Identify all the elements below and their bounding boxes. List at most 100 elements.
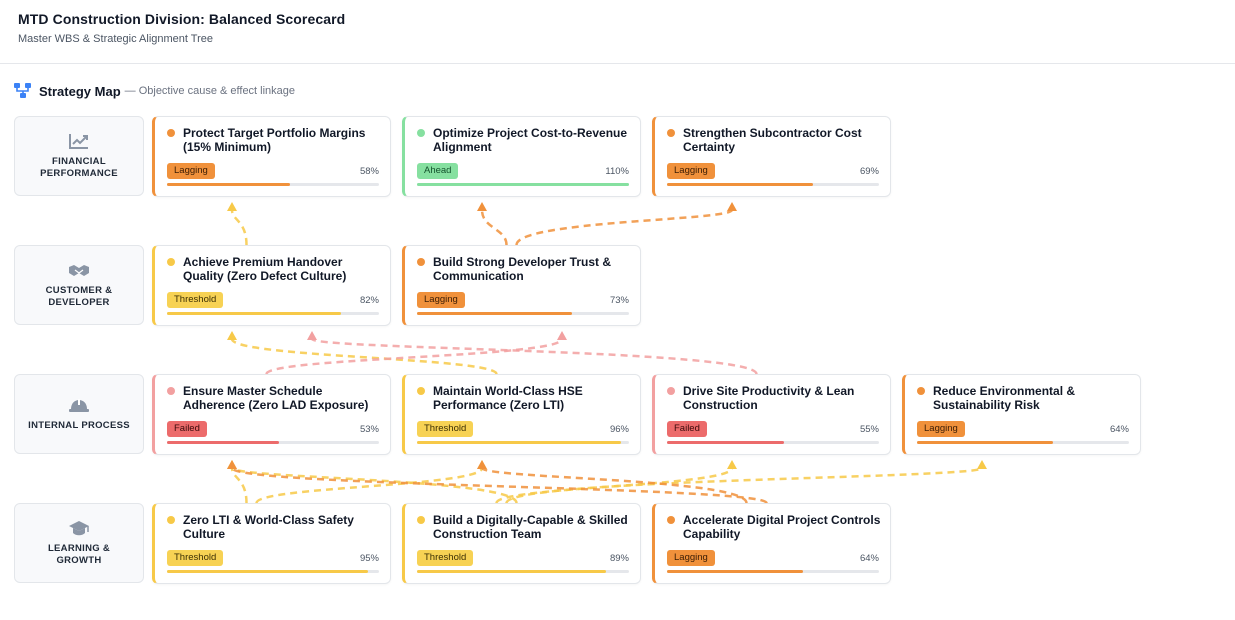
progress-percent: 64%	[859, 553, 879, 564]
status-dot	[167, 516, 175, 524]
progress-fill	[667, 441, 784, 444]
status-badge: Failed	[167, 421, 207, 437]
progress-fill	[667, 570, 803, 573]
objective-card[interactable]: Achieve Premium Handover Quality (Zero D…	[152, 245, 391, 326]
link-path	[255, 467, 484, 505]
progress-fill	[917, 441, 1053, 444]
objective-title: Accelerate Digital Project Controls Capa…	[683, 513, 881, 541]
link-path	[230, 466, 518, 504]
link-path	[515, 208, 734, 246]
hard-hat-icon	[69, 399, 89, 412]
objective-card[interactable]: Optimize Project Cost-to-Revenue Alignme…	[402, 116, 641, 197]
progress-track	[667, 441, 879, 444]
objective-title: Achieve Premium Handover Quality (Zero D…	[183, 255, 347, 283]
status-badge: Threshold	[167, 550, 224, 566]
objective-card[interactable]: Build a Digitally-Capable & Skilled Cons…	[402, 503, 641, 584]
objective-card[interactable]: Zero LTI & World-Class Safety Culture Th…	[152, 503, 391, 584]
status-badge: Threshold	[417, 421, 474, 437]
link-path	[230, 337, 498, 376]
status-dot	[167, 129, 175, 137]
status-badge: Ahead	[417, 163, 459, 179]
objective-title: Drive Site Productivity & Lean Construct…	[683, 384, 855, 412]
row-label-financial: FINANCIAL PERFORMANCE	[14, 116, 144, 196]
objective-card[interactable]: Reduce Environmental & Sustainability Ri…	[902, 374, 1141, 455]
handshake-icon	[69, 265, 89, 276]
progress-percent: 82%	[359, 295, 379, 306]
status-dot	[167, 387, 175, 395]
progress-percent: 53%	[359, 424, 379, 435]
row-label-text: INTERNAL PROCESS	[28, 420, 130, 431]
status-dot	[667, 516, 675, 524]
page-title: MTD Construction Division: Balanced Scor…	[18, 11, 346, 27]
progress-fill	[167, 183, 290, 186]
status-badge: Lagging	[667, 163, 715, 179]
link-arrowhead	[727, 202, 737, 211]
objective-title: Maintain World-Class HSE Performance (Ze…	[433, 384, 583, 412]
progress-track	[417, 183, 629, 186]
link-path	[505, 466, 984, 505]
link-path	[265, 337, 564, 376]
link-arrowhead	[977, 460, 987, 469]
objective-card[interactable]: Build Strong Developer Trust & Communica…	[402, 245, 641, 326]
progress-track	[417, 441, 629, 444]
progress-track	[917, 441, 1129, 444]
status-dot	[167, 258, 175, 266]
objective-card[interactable]: Drive Site Productivity & Lean Construct…	[652, 374, 891, 455]
objective-card[interactable]: Ensure Master Schedule Adherence (Zero L…	[152, 374, 391, 455]
status-badge: Lagging	[167, 163, 215, 179]
progress-track	[667, 570, 879, 573]
row-label-customer: CUSTOMER & DEVELOPER	[14, 245, 144, 325]
progress-percent: 55%	[859, 424, 879, 435]
link-arrowhead	[477, 460, 487, 469]
status-dot	[417, 258, 425, 266]
objective-title: Strengthen Subcontractor Cost Certainty	[683, 126, 862, 154]
progress-percent: 69%	[859, 166, 879, 177]
objective-card[interactable]: Strengthen Subcontractor Cost Certainty …	[652, 116, 891, 197]
section-subtitle: — Objective cause & effect linkage	[124, 85, 296, 97]
objective-title: Ensure Master Schedule Adherence (Zero L…	[183, 384, 369, 412]
progress-percent: 64%	[1109, 424, 1129, 435]
progress-fill	[417, 570, 606, 573]
progress-percent: 96%	[609, 424, 629, 435]
status-badge: Lagging	[417, 292, 465, 308]
status-badge: Failed	[667, 421, 707, 437]
progress-percent: 95%	[359, 553, 379, 564]
section-title: Strategy Map	[39, 83, 121, 99]
link-path	[310, 337, 758, 376]
progress-percent: 73%	[609, 295, 629, 306]
progress-fill	[167, 441, 280, 444]
progress-track	[167, 570, 379, 573]
graduation-cap-icon	[69, 521, 89, 536]
objective-title: Build Strong Developer Trust & Communica…	[433, 255, 612, 283]
status-dot	[417, 129, 425, 137]
link-arrowhead	[227, 202, 237, 211]
progress-percent: 110%	[605, 166, 629, 177]
progress-percent: 89%	[609, 553, 629, 564]
progress-track	[417, 570, 629, 573]
status-badge: Threshold	[417, 550, 474, 566]
link-path	[480, 209, 508, 246]
status-dot	[917, 387, 925, 395]
row-label-learning: LEARNING & GROWTH	[14, 503, 144, 583]
objective-title: Reduce Environmental & Sustainability Ri…	[933, 384, 1076, 412]
progress-fill	[417, 183, 629, 186]
link-arrowhead	[477, 202, 487, 211]
chart-line-icon	[69, 134, 88, 149]
link-path	[230, 466, 768, 505]
objective-title: Zero LTI & World-Class Safety Culture	[183, 513, 354, 541]
objective-card[interactable]: Protect Target Portfolio Margins (15% Mi…	[152, 116, 391, 197]
status-dot	[417, 387, 425, 395]
progress-track	[667, 183, 879, 186]
page-subtitle: Master WBS & Strategic Alignment Tree	[18, 33, 214, 45]
link-path	[480, 466, 748, 504]
objective-card[interactable]: Maintain World-Class HSE Performance (Ze…	[402, 374, 641, 455]
status-dot	[417, 516, 425, 524]
progress-fill	[167, 312, 341, 315]
strategy-map-heading: Strategy Map — Objective cause & effect …	[14, 83, 295, 99]
progress-fill	[417, 312, 572, 315]
link-path	[230, 467, 248, 504]
objective-card[interactable]: Accelerate Digital Project Controls Capa…	[652, 503, 891, 584]
status-dot	[667, 387, 675, 395]
link-arrowhead	[557, 331, 567, 340]
